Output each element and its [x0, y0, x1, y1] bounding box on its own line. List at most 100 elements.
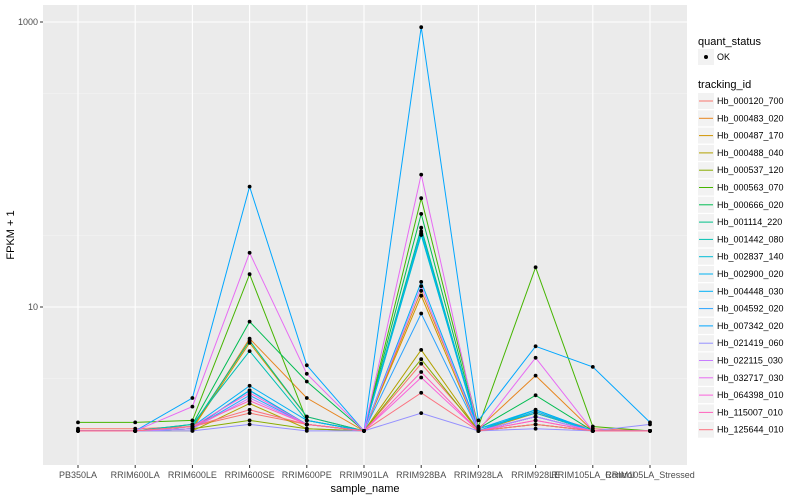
- legend-label-Hb_000488_040: Hb_000488_040: [717, 148, 784, 158]
- data-point-Hb_000563_070: [247, 272, 252, 277]
- data-point-Hb_001114_220: [247, 338, 252, 343]
- data-point-Hb_115007_010: [247, 398, 252, 403]
- data-point-Hb_000487_170: [419, 293, 424, 298]
- legend-label-Hb_002837_140: Hb_002837_140: [717, 252, 784, 262]
- data-point-Hb_125644_010: [476, 429, 481, 433]
- data-point-Hb_000488_040: [419, 348, 424, 352]
- data-point-Hb_000563_070: [533, 265, 538, 270]
- data-point-Hb_022115_030: [533, 414, 538, 419]
- x-axis-title: sample_name: [330, 483, 399, 495]
- data-point-Hb_002900_020: [419, 231, 424, 236]
- data-point-Hb_064398_010: [419, 375, 424, 380]
- x-tick-label: RRIM928LE: [511, 470, 560, 480]
- data-point-Hb_004448_030: [419, 280, 424, 284]
- data-point-Hb_000666_020: [247, 319, 252, 324]
- data-point-Hb_021419_060: [247, 422, 252, 427]
- data-point-Hb_000120_700: [419, 361, 424, 366]
- data-point-Hb_125644_010: [419, 390, 424, 395]
- data-point-Hb_001114_220: [304, 414, 309, 419]
- legend-quant-title: quant_status: [698, 36, 761, 48]
- data-point-Hb_125644_010: [362, 429, 366, 433]
- data-point-Hb_004592_020: [419, 311, 424, 316]
- data-point-Hb_007342_020: [419, 25, 424, 30]
- data-point-Hb_007342_020: [533, 344, 538, 349]
- data-point-Hb_000120_700: [247, 411, 252, 415]
- data-point-Hb_032717_030: [190, 404, 195, 409]
- data-point-Hb_007342_020: [590, 365, 595, 369]
- data-point-Hb_004448_030: [533, 407, 538, 412]
- y-axis-title: FPKM + 1: [5, 210, 17, 259]
- x-tick-label: PB350LA: [59, 470, 97, 480]
- data-point-Hb_125644_010: [247, 407, 252, 412]
- data-point-Hb_022115_030: [419, 284, 424, 289]
- data-point-Hb_007342_020: [476, 418, 481, 423]
- data-point-Hb_000537_120: [247, 418, 252, 423]
- legend-label-Hb_000563_070: Hb_000563_070: [717, 183, 784, 193]
- x-tick-label: RRIM105LA_Stressed: [605, 470, 695, 480]
- y-axis: 10 1000: [18, 17, 43, 312]
- data-point-Hb_115007_010: [419, 370, 424, 374]
- x-tick-label: RRIM901LA: [339, 470, 388, 480]
- legend-label-Hb_064398_010: Hb_064398_010: [717, 390, 784, 400]
- x-axis: PB350LA RRIM600LA RRIM600LE RRIM600SE RRIM60…: [59, 465, 695, 480]
- data-point-Hb_125644_010: [304, 422, 309, 427]
- x-tick-label: RRIM928BA: [396, 470, 446, 480]
- data-point-Hb_000563_070: [133, 420, 138, 425]
- data-point-Hb_000666_020: [533, 393, 538, 398]
- data-point-Hb_021419_060: [533, 426, 538, 431]
- x-tick-label: RRIM600SE: [225, 470, 275, 480]
- legend-quant-point: [704, 55, 708, 59]
- legend-label-Hb_125644_010: Hb_125644_010: [717, 425, 784, 435]
- data-point-Hb_004448_030: [304, 418, 309, 423]
- legend-label-Hb_000487_170: Hb_000487_170: [717, 131, 784, 141]
- legend-label-Hb_022115_030: Hb_022115_030: [717, 356, 783, 366]
- data-point-Hb_000563_070: [76, 420, 80, 425]
- data-point-Hb_001114_220: [419, 225, 424, 230]
- x-tick-label: RRIM600LE: [168, 470, 217, 480]
- data-point-Hb_000483_020: [304, 396, 309, 400]
- legend-label-Hb_002900_020: Hb_002900_020: [717, 269, 784, 279]
- data-point-Hb_000563_070: [590, 424, 595, 429]
- legend-label-Hb_000120_700: Hb_000120_700: [717, 96, 784, 106]
- data-point-Hb_000488_040: [247, 401, 252, 406]
- legend-label-Hb_000483_020: Hb_000483_020: [717, 113, 784, 123]
- data-point-Hb_000537_120: [419, 357, 424, 362]
- data-point-Hb_001442_080: [247, 349, 252, 353]
- data-point-Hb_000666_020: [304, 379, 309, 384]
- legend-label-Hb_115007_010: Hb_115007_010: [717, 407, 783, 417]
- data-point-Hb_021419_060: [648, 422, 652, 427]
- data-point-Hb_125644_010: [190, 424, 195, 429]
- data-point-Hb_007342_020: [304, 363, 309, 368]
- data-point-Hb_000483_020: [533, 373, 538, 378]
- data-point-Hb_000666_020: [419, 212, 424, 216]
- data-point-Hb_125644_010: [648, 429, 652, 433]
- data-point-Hb_032717_030: [419, 172, 424, 177]
- x-tick-label: RRIM600PE: [282, 470, 332, 480]
- panel-background: [43, 5, 687, 465]
- data-point-Hb_000483_020: [419, 288, 424, 293]
- legend-label-Hb_001442_080: Hb_001442_080: [717, 234, 784, 244]
- data-point-Hb_125644_010: [533, 422, 538, 427]
- data-point-Hb_125644_010: [133, 429, 138, 433]
- data-point-Hb_007342_020: [247, 184, 252, 189]
- data-point-Hb_125644_010: [590, 429, 595, 433]
- data-point-Hb_021419_060: [419, 411, 424, 415]
- legend-series-entries: Hb_000120_700 Hb_000483_020 Hb_000487_170 H…: [698, 93, 784, 438]
- data-points: [76, 25, 652, 433]
- legend-series-title: tracking_id: [698, 79, 751, 91]
- legend-label-Hb_000537_120: Hb_000537_120: [717, 165, 784, 175]
- data-point-Hb_115007_010: [533, 418, 538, 423]
- data-point-Hb_022115_030: [247, 396, 252, 400]
- data-point-Hb_064398_010: [247, 390, 252, 395]
- legend-label-Hb_007342_020: Hb_007342_020: [717, 321, 784, 331]
- data-point-Hb_032717_030: [304, 371, 309, 376]
- x-tick-label: RRIM105LA_Control: [551, 470, 634, 480]
- legend-quant-label: OK: [717, 52, 730, 62]
- data-point-Hb_000563_070: [419, 196, 424, 201]
- y-tick-label: 10: [28, 302, 38, 312]
- data-point-Hb_125644_010: [76, 429, 80, 433]
- legend-label-Hb_021419_060: Hb_021419_060: [717, 338, 784, 348]
- x-tick-label: RRIM600LA: [111, 470, 160, 480]
- grid: [43, 5, 687, 465]
